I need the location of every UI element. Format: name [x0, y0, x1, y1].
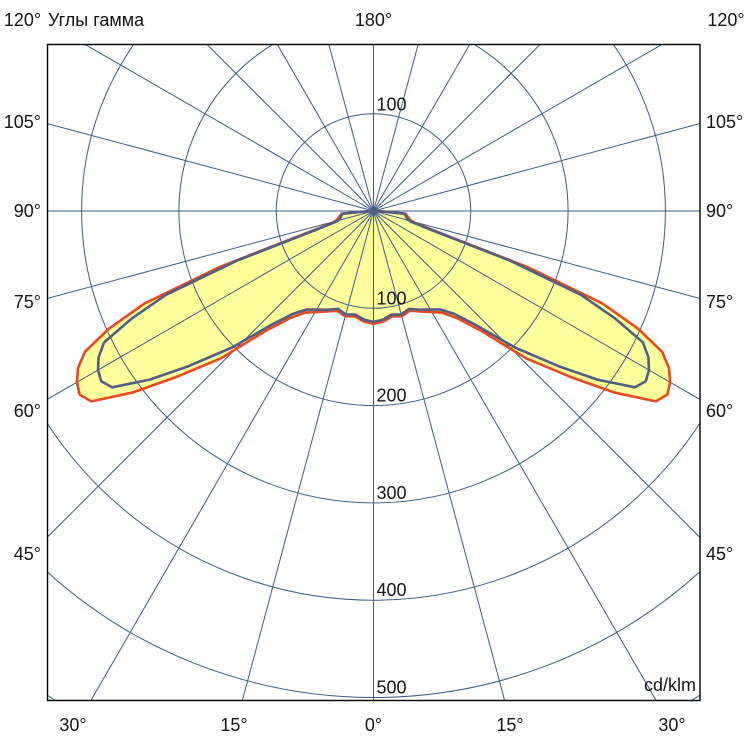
angle-label-bottom-4: 30° — [658, 715, 685, 735]
grid-ray-135deg — [374, 0, 747, 211]
angle-label-bottom-1: 15° — [220, 715, 247, 735]
grid-ray-150deg — [374, 0, 747, 211]
angle-label-top-2: 120° — [707, 10, 744, 30]
radial-tick-upper-100: 100 — [377, 95, 407, 115]
angle-label-right-105°: 105° — [706, 112, 743, 132]
grid-ray-240deg — [0, 0, 374, 211]
angle-label-left-60°: 60° — [14, 401, 41, 421]
angle-label-left-105°: 105° — [4, 112, 41, 132]
angle-label-bottom-2: 0° — [365, 715, 382, 735]
angle-label-right-75°: 75° — [706, 292, 733, 312]
angle-label-right-90°: 90° — [706, 201, 733, 221]
grid-ray-120deg — [374, 0, 747, 211]
angle-label-bottom-0: 30° — [59, 715, 86, 735]
grid-ray-105deg — [374, 0, 747, 211]
grid-ray-210deg — [0, 0, 374, 211]
grid-ray-195deg — [154, 0, 374, 211]
angle-label-left-45°: 45° — [14, 544, 41, 564]
angle-label-bottom-3: 15° — [496, 715, 523, 735]
radial-tick-labels: 100 100 200 300 400 500 — [377, 95, 407, 698]
grid-ray-255deg — [0, 0, 374, 211]
unit-label: cd/klm — [644, 675, 696, 695]
angle-label-left-75°: 75° — [14, 292, 41, 312]
angle-label-top-0: 120° — [4, 10, 41, 30]
radial-tick-500: 500 — [377, 678, 407, 698]
angle-label-right-45°: 45° — [706, 544, 733, 564]
angle-label-left-90°: 90° — [14, 201, 41, 221]
radial-tick-400: 400 — [377, 580, 407, 600]
radial-tick-100: 100 — [377, 288, 407, 308]
angle-label-top-1: 180° — [355, 10, 392, 30]
radial-tick-300: 300 — [377, 483, 407, 503]
grid-ray-225deg — [0, 0, 374, 211]
chart-title: Углы гамма — [48, 10, 145, 30]
radial-tick-200: 200 — [377, 386, 407, 406]
angle-label-right-60°: 60° — [706, 401, 733, 421]
